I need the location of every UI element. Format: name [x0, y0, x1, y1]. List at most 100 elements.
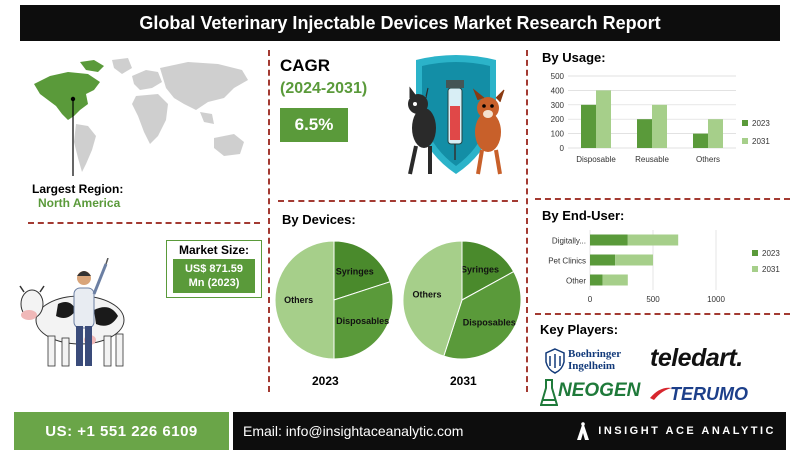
usage-bar-disposable-2023 — [581, 104, 596, 148]
usage-bar-disposable-2031 — [596, 90, 611, 148]
neogen-flask-icon — [540, 379, 558, 406]
neogen-text: NEOGEN — [558, 380, 641, 401]
usage-ytick-label: 100 — [551, 130, 565, 139]
usage-ytick-label: 500 — [551, 72, 565, 81]
divider-region — [28, 222, 260, 224]
footer-phone-text: US: +1 551 226 6109 — [45, 422, 198, 440]
enduser-ytick-label: Pet Clinics — [548, 257, 586, 266]
terumo-text: TERUMO — [670, 384, 748, 404]
map-south-america — [74, 124, 96, 172]
usage-xtick-label: Disposable — [576, 155, 616, 164]
usage-ytick-label: 0 — [560, 144, 565, 153]
usage-xtick-label: Others — [696, 155, 720, 164]
enduser-bar-other-2023 — [590, 274, 603, 286]
footer-brand: INSIGHT ACE ANALYTIC — [598, 425, 776, 437]
divider-enduser — [535, 313, 790, 315]
enduser-bar-other-2031 — [602, 274, 628, 286]
enduser-bar-digitally-2031 — [627, 234, 679, 246]
usage-legend-label: 2031 — [752, 137, 770, 146]
pie-2031-year: 2031 — [450, 374, 477, 388]
market-size-line2: Mn (2023) — [188, 277, 240, 289]
pie-2023-label-syringes: Syringes — [336, 266, 374, 276]
enduser-legend-swatch-2031 — [752, 266, 758, 272]
boehringer-line1: Boehringer — [568, 348, 622, 360]
pie-2023-slice-disposables — [333, 281, 394, 360]
footer-email[interactable]: Email: info@insightaceanalytic.com — [243, 423, 464, 439]
pie-2031-slice-syringes — [461, 240, 515, 301]
usage-legend-label: 2023 — [752, 119, 770, 128]
shield-pets-illustration — [408, 55, 505, 175]
cow-vet-illustration — [19, 258, 125, 367]
logo-terumo: TERUMO — [648, 380, 758, 408]
pie-2023-year: 2023 — [312, 374, 339, 388]
boehringer-emblem-icon — [545, 348, 565, 374]
usage-bar-others-2031 — [708, 119, 723, 148]
enduser-xtick-label: 0 — [588, 295, 593, 304]
market-size-value: US$ 871.59 Mn (2023) — [173, 259, 255, 293]
divider-right — [526, 50, 528, 392]
usage-heading: By Usage: — [542, 50, 606, 65]
usage-ytick-label: 300 — [551, 101, 565, 110]
cagr-value: 6.5% — [294, 115, 334, 134]
logo-neogen: NEOGEN — [540, 378, 640, 408]
enduser-bar-digitally-2023 — [590, 234, 628, 246]
devices-heading: By Devices: — [282, 212, 356, 227]
footer-phone[interactable]: US: +1 551 226 6109 — [14, 412, 229, 450]
pie-2023-slice-syringes — [333, 240, 391, 301]
devices-pie-2023: Syringes Disposables Others — [274, 240, 394, 360]
pie-2023-label-others: Others — [284, 295, 313, 305]
market-size-box: Market Size: US$ 871.59 Mn (2023) — [166, 240, 262, 298]
enduser-ytick-label: Digitally... — [552, 237, 586, 246]
enduser-xtick-label: 1000 — [707, 295, 725, 304]
pie-2031-label-syringes: Syringes — [461, 265, 499, 275]
usage-ytick-label: 200 — [551, 115, 565, 124]
usage-bar-chart: 0 100 200 300 400 500 Disposable Reusable Others… — [551, 72, 771, 164]
usage-bar-reusable-2023 — [637, 119, 652, 148]
page-title-text: Global Veterinary Injectable Devices Mar… — [139, 12, 661, 33]
enduser-bar-pet-clinics-2031 — [615, 254, 653, 266]
end-user-heading: By End-User: — [542, 208, 625, 223]
pie-2031-slice-others — [402, 240, 463, 357]
enduser-legend-label: 2023 — [762, 249, 780, 258]
divider-usage — [535, 198, 790, 200]
usage-bar-reusable-2031 — [652, 104, 667, 148]
usage-legend-swatch-2023 — [742, 120, 748, 126]
pie-2031-slice-disposables — [443, 270, 522, 360]
pie-2031-label-others: Others — [413, 289, 442, 299]
enduser-bar-pet-clinics-2023 — [590, 254, 616, 266]
map-asia — [160, 62, 248, 110]
map-north-america — [34, 72, 100, 120]
enduser-legend-label: 2031 — [762, 265, 780, 274]
divider-cagr — [278, 200, 518, 202]
cagr-period: (2024-2031) — [280, 80, 368, 97]
brand-logo-icon — [577, 422, 590, 440]
boehringer-line2: Ingelheim — [568, 360, 616, 372]
logo-boehringer: Boehringer Ingelheim — [544, 346, 624, 376]
market-size-line1: US$ 871.59 — [184, 263, 244, 275]
devices-pie-2031: Syringes Disposables Others — [402, 240, 522, 360]
key-players-heading: Key Players: — [540, 322, 619, 337]
map-australia — [214, 134, 244, 156]
pie-2023-label-disposables: Disposables — [336, 316, 389, 326]
cagr-label: CAGR — [280, 56, 331, 75]
footer-bar: Email: info@insightaceanalytic.com INSIG… — [233, 412, 786, 450]
pie-2031-label-disposables: Disposables — [463, 318, 516, 328]
enduser-xtick-label: 500 — [646, 295, 660, 304]
page-title: Global Veterinary Injectable Devices Mar… — [20, 5, 780, 41]
enduser-ytick-label: Other — [566, 277, 586, 286]
usage-bar-others-2023 — [693, 133, 708, 148]
usage-xtick-label: Reusable — [635, 155, 669, 164]
divider-left — [268, 50, 270, 392]
market-size-label: Market Size: — [178, 243, 250, 257]
region-label: Largest Region: — [32, 182, 124, 196]
logo-teledart: teledart. — [650, 344, 743, 372]
map-europe — [132, 70, 162, 90]
cagr-value-box: 6.5% — [280, 108, 348, 142]
terumo-swoosh-icon — [650, 387, 672, 400]
pie-2023-slice-others — [274, 240, 335, 360]
region-value: North America — [38, 196, 121, 210]
usage-legend-swatch-2031 — [742, 138, 748, 144]
map-africa — [132, 94, 168, 144]
world-map — [34, 58, 248, 176]
enduser-legend-swatch-2023 — [752, 250, 758, 256]
